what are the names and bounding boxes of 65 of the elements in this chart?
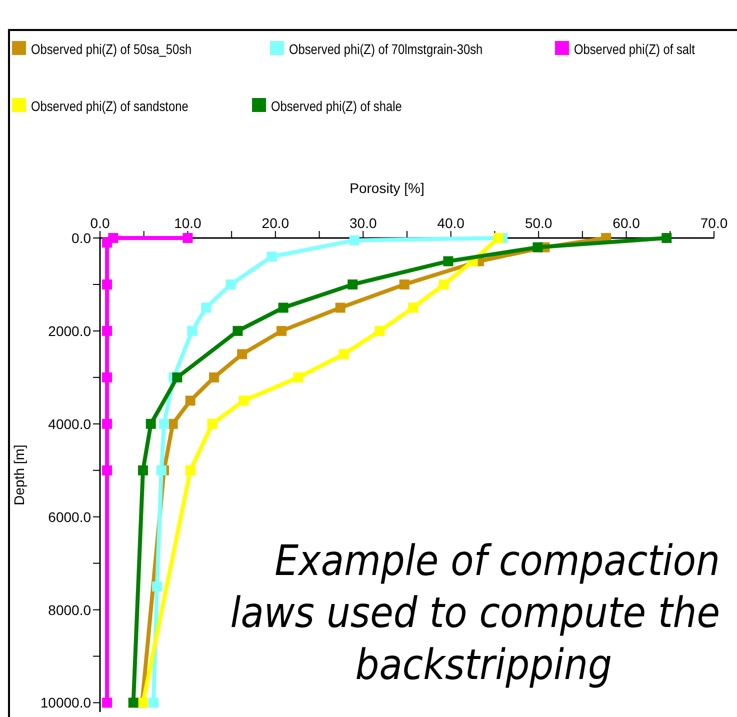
point — [102, 465, 112, 476]
legend-label: Observed phi(Z) of shale — [271, 98, 402, 114]
point — [532, 242, 543, 252]
point — [138, 465, 148, 476]
point — [399, 279, 410, 290]
y-axis-title: Depth [m] — [11, 444, 27, 506]
y-tick-label: 4000.0 — [48, 416, 92, 432]
x-tick-label: 20.0 — [262, 215, 290, 231]
point — [374, 326, 385, 336]
point — [278, 302, 288, 313]
point — [102, 238, 112, 248]
point — [348, 279, 358, 290]
point — [207, 418, 218, 429]
point — [238, 396, 249, 406]
point — [148, 698, 159, 708]
legend-label: Observed phi(Z) of 70lmstgrain-30sh — [289, 41, 483, 58]
point — [102, 418, 112, 429]
point — [187, 326, 198, 336]
y-tick-label: 8000.0 — [48, 602, 92, 618]
point — [102, 698, 112, 708]
y-tick-label: 6000.0 — [48, 508, 92, 525]
point — [408, 302, 418, 313]
point — [232, 326, 243, 336]
point — [438, 279, 449, 290]
point — [237, 349, 248, 360]
point — [349, 235, 360, 246]
annotation: Example of compaction laws used to compute the backstripping — [230, 537, 720, 690]
y-tick-label: 10000.0 — [40, 694, 92, 711]
point — [168, 418, 178, 429]
point — [201, 302, 212, 313]
x-tick-label: 40.0 — [437, 215, 465, 231]
legend-label: Observed phi(Z) of salt — [574, 41, 696, 58]
point — [156, 465, 166, 476]
x-tick-label: 30.0 — [350, 215, 377, 231]
point — [335, 302, 346, 313]
point — [172, 372, 182, 382]
x-axis-title: Porosity [%] — [350, 180, 424, 196]
x-tick-label: 10.0 — [174, 215, 202, 231]
y-tick-label: 0.0 — [72, 230, 92, 246]
point — [102, 326, 112, 336]
point — [493, 233, 504, 243]
x-tick-label: 70.0 — [700, 215, 728, 231]
point — [182, 233, 193, 243]
legend-label: Observed phi(Z) of 50sa_50sh — [31, 41, 192, 58]
y-tick-label: 2000.0 — [48, 322, 92, 339]
point — [443, 256, 454, 266]
point — [209, 372, 220, 382]
legend-label: Observed phi(Z) of sandstone — [31, 98, 188, 114]
point — [662, 233, 672, 243]
point — [293, 372, 304, 382]
point — [226, 279, 236, 290]
point — [128, 698, 138, 708]
point — [159, 418, 170, 429]
point — [185, 465, 196, 476]
point — [102, 279, 112, 290]
point — [276, 326, 287, 336]
point — [185, 396, 196, 406]
point — [266, 252, 277, 262]
point — [102, 372, 112, 382]
x-tick-label: 60.0 — [612, 215, 640, 231]
point — [152, 582, 162, 592]
x-tick-label: 0.0 — [90, 215, 110, 231]
point — [146, 418, 156, 429]
x-tick-label: 50.0 — [524, 215, 552, 231]
point — [338, 349, 349, 360]
